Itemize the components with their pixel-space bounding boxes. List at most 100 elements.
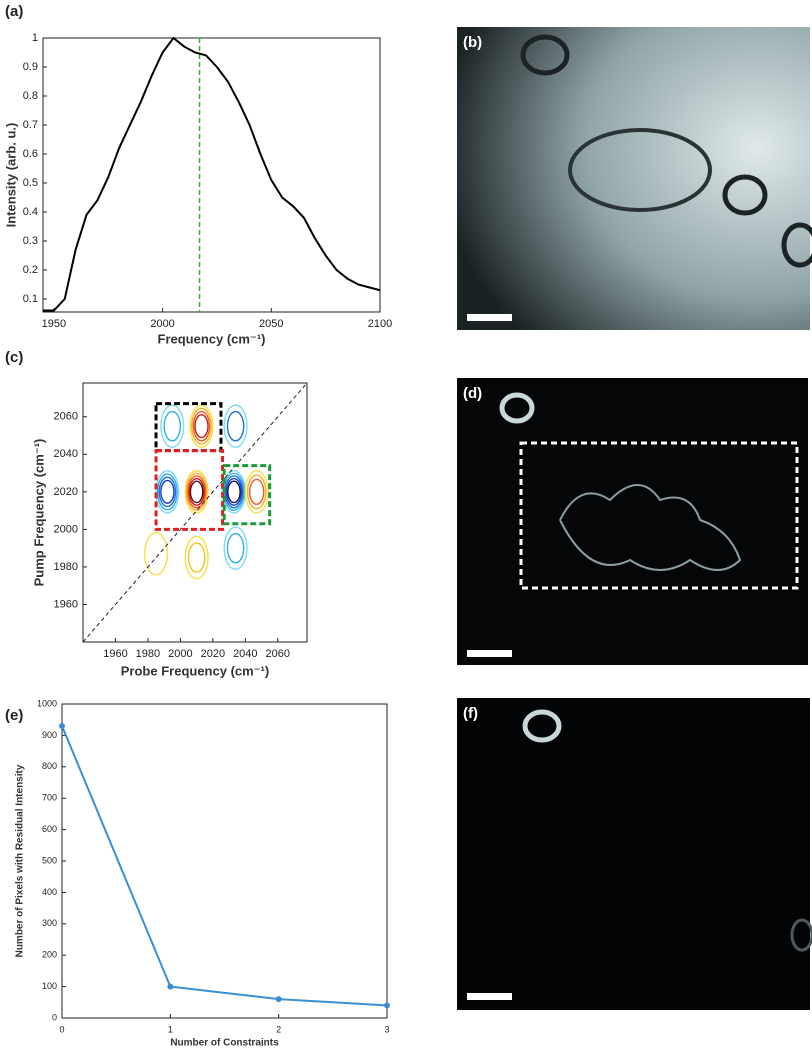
contour-ring	[244, 470, 269, 514]
chart: (e) 0 1 2 3 0 100 200 300 400 500 600 700 800 900 1000 N…	[5, 698, 390, 1049]
y-tick-label: 2060	[54, 411, 78, 423]
contour-ring	[184, 470, 209, 514]
contour-ring	[187, 475, 207, 509]
contour-ring	[188, 477, 205, 506]
y-axis-label: Pump Frequency (cm⁻¹)	[31, 439, 46, 587]
x-tick-label: 1980	[136, 648, 160, 660]
scale-bar	[467, 650, 512, 657]
panel-label: (d)	[463, 385, 482, 402]
cell-outline	[790, 918, 812, 952]
chart: (c) 1960 1980 2000 2020 2040 2060 1960 1980 2000 2…	[5, 349, 308, 678]
contour-ring	[246, 474, 267, 510]
data-line	[61, 725, 388, 1007]
contour-ring	[225, 477, 243, 506]
y-tick-label: 800	[42, 761, 57, 771]
scale-bar	[467, 314, 512, 321]
x-tick-label: 0	[59, 1024, 64, 1034]
y-tick-label: 1	[32, 32, 38, 44]
contour-ring	[223, 404, 248, 448]
y-tick-label: 700	[42, 793, 57, 803]
x-tick-label: 3	[384, 1024, 389, 1034]
micrograph	[457, 378, 808, 665]
cell-outline	[520, 34, 570, 76]
cell-outline	[559, 484, 742, 571]
chart: (a) 1950 2000 2050 2100 0.1 0.2 0.3 0.4 0.5 0.6 0.7…	[3, 3, 392, 346]
x-tick-label: 1	[168, 1024, 173, 1034]
y-axis-label: Intensity (arb. u.)	[3, 123, 18, 228]
data-point	[59, 722, 65, 729]
x-tick-label: 2050	[259, 318, 283, 330]
contour-ring	[226, 532, 245, 564]
cell-outline	[499, 392, 535, 424]
image-b: (b)	[457, 27, 812, 330]
region-box	[222, 464, 272, 526]
y-tick-label: 2020	[54, 486, 78, 498]
data-point	[384, 1002, 390, 1009]
x-tick-label: 2100	[368, 318, 392, 330]
contour-ring	[248, 478, 265, 505]
scale-bar	[467, 993, 512, 1000]
contour-ring	[155, 470, 180, 514]
x-tick-label: 2000	[150, 318, 174, 330]
contour-ring	[143, 531, 169, 576]
y-tick-label: 400	[42, 887, 57, 897]
contour-ring	[223, 526, 248, 570]
contour-ring	[185, 472, 208, 512]
panel-label: (f)	[463, 705, 478, 722]
y-tick-label: 0.7	[23, 119, 38, 131]
y-tick-label: 1980	[54, 561, 78, 573]
y-tick-label: 2000	[54, 523, 78, 535]
x-tick-label: 2	[276, 1024, 281, 1034]
panel-label: (a)	[5, 3, 23, 20]
y-tick-label: 0.9	[23, 61, 38, 73]
y-tick-label: 300	[42, 918, 57, 928]
x-tick-label: 2040	[233, 648, 257, 660]
y-tick-label: 0.5	[23, 177, 38, 189]
y-tick-label: 0.8	[23, 90, 38, 102]
contour-ring	[160, 404, 185, 448]
contour-ring	[191, 407, 212, 445]
x-tick-label: 2060	[266, 648, 290, 660]
cell-outline	[568, 128, 712, 212]
x-axis-label: Number of Constraints	[170, 1038, 279, 1049]
image-f: (f)	[457, 698, 812, 1010]
contour-ring	[226, 410, 245, 442]
x-tick-label: 2020	[201, 648, 225, 660]
diagonal	[82, 382, 308, 643]
y-tick-label: 1000	[37, 698, 57, 708]
y-tick-label: 100	[42, 981, 57, 991]
cell-outline	[781, 222, 812, 268]
contour-ring	[156, 473, 178, 511]
contour-ring	[194, 414, 209, 439]
x-tick-label: 2000	[168, 648, 192, 660]
y-tick-label: 0.1	[23, 293, 38, 305]
panel-label: (e)	[5, 707, 23, 724]
contour-ring	[160, 479, 175, 504]
y-tick-label: 0.2	[23, 264, 38, 276]
data-point	[167, 983, 174, 990]
cell-outline	[522, 709, 562, 743]
contour-ring	[184, 535, 209, 580]
cell-outline	[722, 174, 768, 216]
micrograph	[457, 698, 810, 1010]
panel-label: (c)	[5, 349, 23, 366]
plot-frame	[61, 703, 388, 1019]
y-tick-label: 0	[52, 1012, 57, 1022]
y-tick-label: 900	[42, 730, 57, 740]
y-tick-label: 200	[42, 950, 57, 960]
y-tick-label: 0.3	[23, 235, 38, 247]
y-tick-label: 1960	[54, 598, 78, 610]
plot-frame	[42, 37, 381, 313]
contour-ring	[187, 542, 206, 573]
x-tick-label: 1950	[42, 318, 66, 330]
y-tick-label: 2040	[54, 448, 78, 460]
contour-ring	[192, 410, 211, 442]
y-tick-label: 600	[42, 824, 57, 834]
x-axis-label: Probe Frequency (cm⁻¹)	[121, 663, 269, 678]
contour-ring	[189, 480, 204, 504]
contour-ring	[163, 410, 182, 442]
y-tick-label: 0.4	[23, 206, 38, 218]
data-point	[275, 996, 282, 1003]
data-line	[43, 36, 381, 312]
